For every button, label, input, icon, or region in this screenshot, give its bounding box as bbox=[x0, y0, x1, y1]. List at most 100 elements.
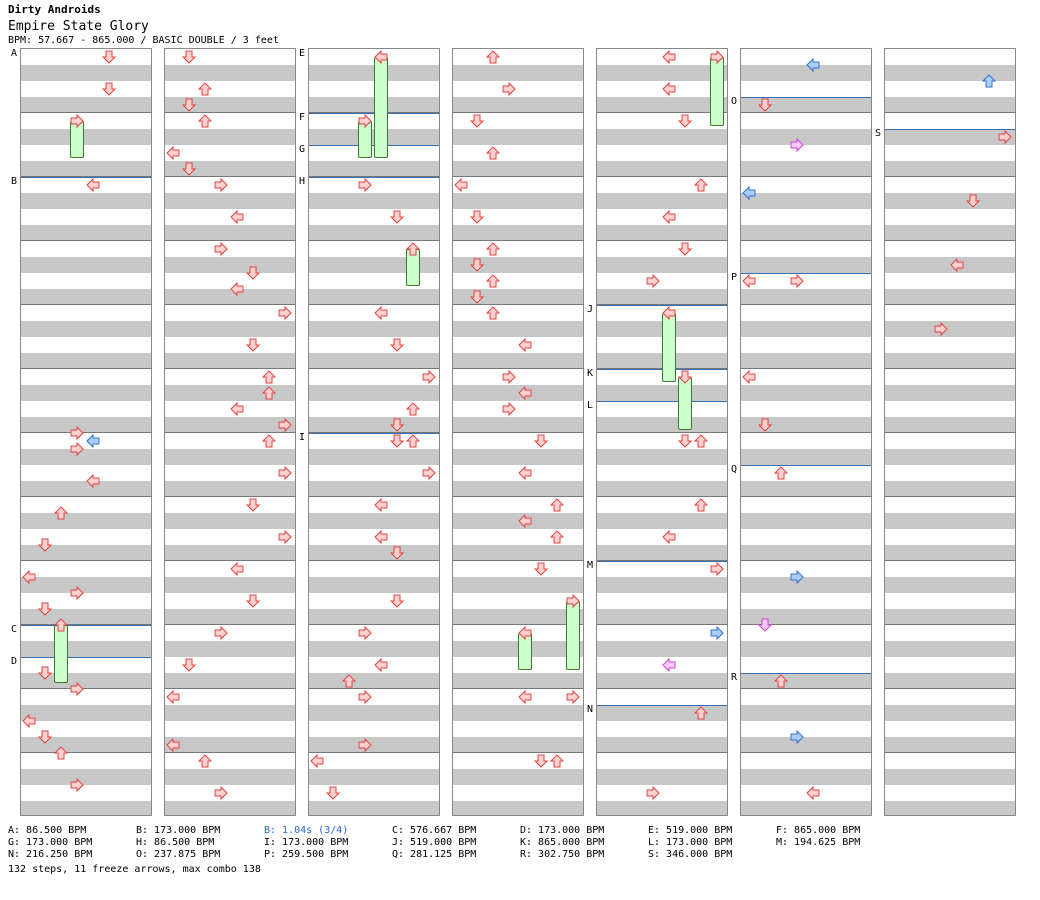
step-arrow-down-icon bbox=[101, 82, 117, 96]
step-arrow-left-icon bbox=[230, 561, 244, 577]
step-arrow-right-icon bbox=[214, 241, 228, 257]
step-arrow-up-icon bbox=[405, 434, 421, 448]
measure-line bbox=[21, 560, 151, 561]
step-arrow-down-icon bbox=[245, 498, 261, 512]
bpm-change-line bbox=[741, 465, 871, 466]
step-arrow-left-icon bbox=[518, 513, 532, 529]
step-arrow-down-icon bbox=[677, 114, 693, 128]
measure-line bbox=[309, 752, 439, 753]
step-arrow-right-icon bbox=[358, 689, 372, 705]
measure-line bbox=[741, 432, 871, 433]
step-arrow-up-icon bbox=[485, 242, 501, 256]
step-arrow-down-icon bbox=[469, 258, 485, 272]
bpm-marker-label: C bbox=[11, 624, 18, 635]
step-arrow-left-icon bbox=[374, 497, 388, 513]
step-arrow-down-icon bbox=[533, 562, 549, 576]
measure-line bbox=[453, 560, 583, 561]
measure-line bbox=[165, 304, 295, 305]
measure-line bbox=[885, 688, 1015, 689]
step-arrow-right-icon bbox=[934, 321, 948, 337]
measure-line bbox=[741, 752, 871, 753]
chart-column bbox=[740, 48, 872, 816]
step-arrow-down-icon bbox=[469, 210, 485, 224]
step-arrow-right-icon bbox=[422, 465, 436, 481]
step-arrow-up-icon bbox=[261, 386, 277, 400]
measure-line bbox=[741, 624, 871, 625]
measure-line bbox=[741, 560, 871, 561]
song-title: Empire State Glory bbox=[8, 19, 149, 34]
bpm-change-line bbox=[21, 177, 151, 178]
step-arrow-right-icon bbox=[214, 625, 228, 641]
step-arrow-down-icon bbox=[181, 50, 197, 64]
bpm-marker-label: F bbox=[299, 112, 306, 123]
measure-line bbox=[21, 752, 151, 753]
step-arrow-down-icon bbox=[37, 538, 53, 552]
step-arrow-left-icon bbox=[86, 177, 100, 193]
measure-line bbox=[741, 368, 871, 369]
bpm-change-line bbox=[597, 305, 727, 306]
measure-line bbox=[453, 176, 583, 177]
bpm-legend-entry: B: 173.000 BPM bbox=[136, 825, 221, 836]
step-arrow-down-icon bbox=[37, 730, 53, 744]
bpm-legend-entry: O: 237.875 BPM bbox=[136, 849, 221, 860]
step-arrow-down-icon bbox=[965, 194, 981, 208]
step-arrow-right-icon bbox=[502, 81, 516, 97]
step-arrow-right-icon bbox=[710, 49, 724, 65]
bpm-change-line bbox=[741, 673, 871, 674]
step-arrow-left-icon bbox=[86, 433, 100, 449]
measure-line bbox=[885, 560, 1015, 561]
step-arrow-down-icon bbox=[389, 434, 405, 448]
step-arrow-right-icon bbox=[214, 177, 228, 193]
measure-line bbox=[165, 112, 295, 113]
measure-line bbox=[885, 432, 1015, 433]
bpm-legend-entry: M: 194.625 BPM bbox=[776, 837, 861, 848]
step-arrow-down-icon bbox=[389, 210, 405, 224]
step-arrow-up-icon bbox=[197, 754, 213, 768]
step-arrow-up-icon bbox=[693, 178, 709, 192]
step-arrow-up-icon bbox=[485, 50, 501, 64]
step-arrow-up-icon bbox=[981, 74, 997, 88]
step-arrow-right-icon bbox=[278, 417, 292, 433]
step-arrow-right-icon bbox=[358, 113, 372, 129]
measure-line bbox=[453, 432, 583, 433]
bpm-marker-label: L bbox=[587, 400, 594, 411]
step-arrow-left-icon bbox=[22, 713, 36, 729]
bpm-change-line bbox=[309, 177, 439, 178]
measure-line bbox=[597, 560, 727, 561]
bpm-change-line bbox=[21, 625, 151, 626]
measure-line bbox=[309, 624, 439, 625]
step-arrow-left-icon bbox=[950, 257, 964, 273]
step-arrow-up-icon bbox=[197, 114, 213, 128]
step-arrow-down-icon bbox=[469, 114, 485, 128]
measure-line bbox=[741, 240, 871, 241]
measure-line bbox=[597, 176, 727, 177]
bpm-legend-entry: G: 173.000 BPM bbox=[8, 837, 93, 848]
bpm-marker-label: J bbox=[587, 304, 594, 315]
step-arrow-down-icon bbox=[757, 618, 773, 632]
bpm-marker-label: E bbox=[299, 48, 306, 59]
measure-line bbox=[453, 496, 583, 497]
measure-line bbox=[309, 432, 439, 433]
step-arrow-right-icon bbox=[358, 625, 372, 641]
measure-line bbox=[741, 496, 871, 497]
step-arrow-left-icon bbox=[230, 281, 244, 297]
measure-line bbox=[885, 176, 1015, 177]
bpm-marker-label: P bbox=[731, 272, 738, 283]
chart-column bbox=[164, 48, 296, 816]
bpm-marker-label: M bbox=[587, 560, 594, 571]
measure-line bbox=[309, 176, 439, 177]
bpm-change-line bbox=[309, 433, 439, 434]
step-arrow-left-icon bbox=[374, 305, 388, 321]
step-arrow-left-icon bbox=[374, 657, 388, 673]
measure-line bbox=[21, 432, 151, 433]
measure-line bbox=[165, 624, 295, 625]
step-arrow-right-icon bbox=[566, 593, 580, 609]
step-arrow-right-icon bbox=[70, 681, 84, 697]
step-arrow-down-icon bbox=[533, 754, 549, 768]
step-arrow-down-icon bbox=[325, 786, 341, 800]
step-arrow-up-icon bbox=[549, 530, 565, 544]
step-arrow-down-icon bbox=[245, 266, 261, 280]
measure-line bbox=[309, 560, 439, 561]
measure-line bbox=[21, 304, 151, 305]
measure-line bbox=[453, 624, 583, 625]
